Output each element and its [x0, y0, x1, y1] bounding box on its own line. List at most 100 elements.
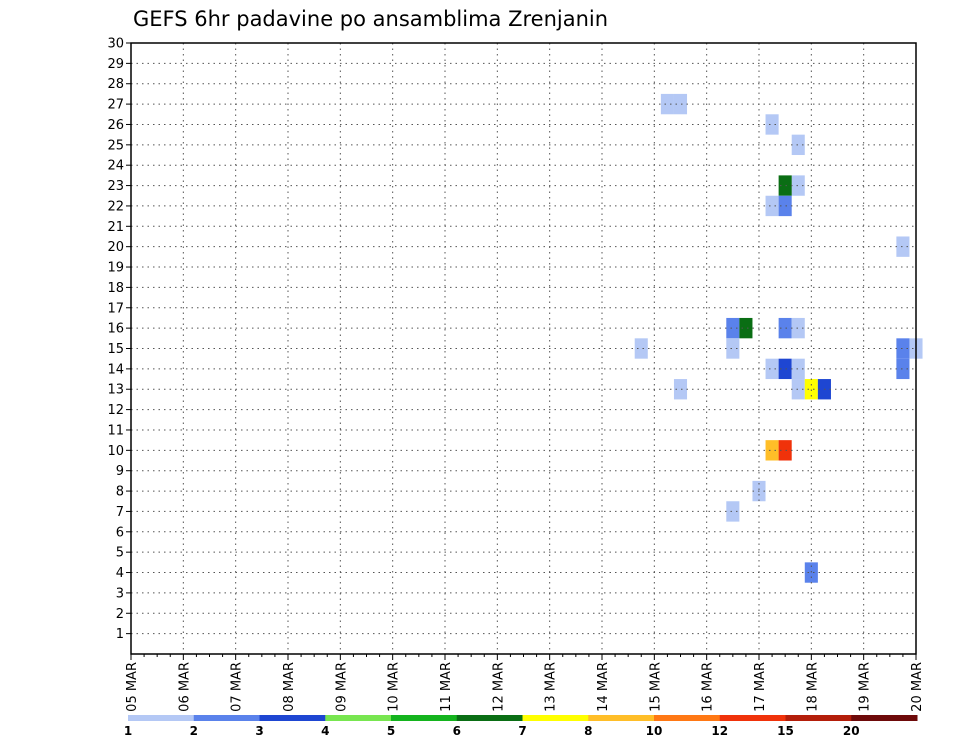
- y-tick-label: 18: [107, 281, 124, 296]
- precip-cell-20: [896, 358, 910, 380]
- precip-cell-2: [765, 114, 779, 135]
- precip-cell-11: [778, 317, 792, 339]
- x-tick-label: 10 MAR: [387, 662, 402, 712]
- x-tick-label: 15 MAR: [648, 662, 663, 712]
- x-tick-label: 11 MAR: [439, 662, 454, 712]
- y-tick-label: 27: [107, 98, 124, 113]
- colorbar-label: 6: [453, 724, 461, 738]
- precip-cell-0: [660, 93, 674, 115]
- x-tick-label: 08 MAR: [282, 662, 297, 712]
- colorbar-label: 8: [584, 724, 592, 738]
- colorbar-label: 5: [387, 724, 395, 738]
- y-tick-label: 2: [116, 607, 124, 622]
- y-tick-label: 3: [116, 586, 124, 601]
- colorbar-swatch: [522, 715, 589, 721]
- x-tick-label: 18 MAR: [805, 662, 820, 712]
- colorbar-label: 4: [321, 724, 329, 738]
- y-tick-label: 21: [107, 220, 124, 235]
- x-tick-label: 16 MAR: [701, 662, 716, 712]
- colorbar-label: 10: [646, 724, 663, 738]
- colorbar-swatch: [259, 715, 326, 721]
- colorbar-swatch: [193, 715, 260, 721]
- y-tick-label: 10: [107, 444, 124, 459]
- colorbar-label: 1: [124, 724, 132, 738]
- y-tick-label: 6: [116, 525, 124, 540]
- colorbar-label: 20: [843, 724, 860, 738]
- x-tick-label: 12 MAR: [491, 662, 506, 712]
- y-tick-label: 14: [107, 362, 124, 377]
- x-tick-label: 06 MAR: [177, 662, 192, 712]
- x-tick-label: 20 MAR: [910, 662, 925, 712]
- colorbar: 1 2 3 4 5 6 7 8 10 12 15 20: [124, 715, 918, 738]
- colorbar-swatch: [654, 715, 721, 721]
- colorbar-label: 3: [255, 724, 263, 738]
- precip-cell-15: [896, 338, 910, 359]
- precip-cell-25: [765, 440, 779, 461]
- precip-cell-1: [673, 93, 688, 115]
- x-tick-label: 09 MAR: [334, 662, 349, 712]
- colorbar-swatch: [391, 715, 458, 721]
- precip-cell-17: [765, 358, 779, 380]
- colorbar-label: 7: [518, 724, 526, 738]
- precip-cell-10: [739, 317, 753, 339]
- y-tick-label: 5: [116, 546, 124, 561]
- y-tick-label: 4: [116, 566, 124, 581]
- y-tick-label: 23: [107, 179, 124, 194]
- y-tick-label: 19: [107, 261, 124, 276]
- precip-cell-6: [765, 195, 779, 217]
- y-tick-label: 24: [107, 159, 124, 174]
- y-tick-label: 17: [107, 301, 124, 316]
- colorbar-swatch: [325, 715, 392, 721]
- x-tick-label: 13 MAR: [544, 662, 559, 712]
- precip-cell-13: [634, 338, 648, 359]
- precip-cell-22: [791, 379, 805, 400]
- x-tick-label: 14 MAR: [596, 662, 611, 712]
- y-tick-label: 28: [107, 77, 124, 92]
- y-tick-label: 15: [107, 342, 124, 357]
- precip-cell-21: [673, 379, 688, 400]
- x-tick-label: 07 MAR: [230, 662, 245, 712]
- precip-cell-5: [778, 175, 792, 196]
- y-tick-label: 8: [116, 485, 124, 500]
- precip-cell-12: [791, 317, 805, 339]
- precip-cell-14: [726, 338, 740, 359]
- y-tick-label: 30: [107, 37, 124, 52]
- precip-cells: [634, 93, 923, 583]
- colorbar-swatch: [456, 715, 523, 721]
- x-axis: 05 MAR 06 MAR 07 MAR 08 MAR 09 MAR 10 MAR 11 M…: [125, 654, 925, 712]
- precip-cell-29: [804, 562, 818, 583]
- colorbar-label: 12: [711, 724, 728, 738]
- y-tick-label: 20: [107, 240, 124, 255]
- precip-cell-18: [778, 358, 792, 380]
- y-tick-label: 12: [107, 403, 124, 418]
- colorbar-swatch: [719, 715, 786, 721]
- x-tick-label: 17 MAR: [753, 662, 768, 712]
- y-tick-label: 7: [116, 505, 124, 520]
- chart-title: GEFS 6hr padavine po ansamblima Zrenjani…: [133, 7, 608, 31]
- precip-cell-4: [791, 175, 805, 196]
- precip-cell-8: [896, 236, 910, 257]
- colorbar-swatch: [128, 715, 195, 721]
- y-tick-label: 1: [116, 627, 124, 642]
- y-tick-label: 11: [107, 423, 124, 438]
- y-tick-label: 13: [107, 383, 124, 398]
- colorbar-label: 2: [190, 724, 198, 738]
- y-axis: 1234567891011121314151617181920212223242…: [107, 37, 131, 642]
- x-tick-label: 05 MAR: [125, 662, 140, 712]
- x-tick-label: 19 MAR: [858, 662, 873, 712]
- precip-cell-7: [778, 195, 792, 217]
- y-tick-label: 29: [107, 57, 124, 72]
- colorbar-swatch: [851, 715, 918, 721]
- y-tick-label: 22: [107, 199, 124, 214]
- precip-cell-26: [778, 440, 792, 461]
- y-tick-label: 26: [107, 118, 124, 133]
- y-tick-label: 9: [116, 464, 124, 479]
- precip-cell-28: [726, 501, 740, 522]
- precip-cell-19: [791, 358, 805, 380]
- y-tick-label: 25: [107, 138, 124, 153]
- precip-cell-3: [791, 134, 805, 156]
- colorbar-label: 15: [777, 724, 794, 738]
- precip-cell-23: [804, 379, 818, 400]
- y-tick-label: 16: [107, 322, 124, 337]
- colorbar-swatch: [588, 715, 655, 721]
